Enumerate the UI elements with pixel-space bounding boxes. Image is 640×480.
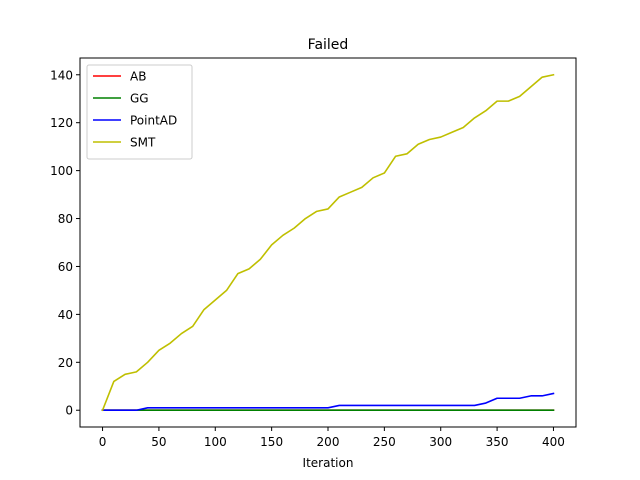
y-tick-label: 0 bbox=[65, 404, 73, 418]
y-tick-label: 20 bbox=[58, 356, 73, 370]
legend: AB GG PointAD SMT bbox=[86, 64, 193, 160]
legend-label-ab: AB bbox=[130, 70, 146, 84]
plot-area-frame bbox=[79, 57, 577, 428]
series-layer bbox=[101, 73, 555, 412]
x-tick-label: 350 bbox=[486, 435, 509, 449]
y-axis-ticks: 0 20 40 60 80 100 120 140 bbox=[50, 68, 80, 418]
x-axis-ticks: 0 50 100 150 200 250 300 350 400 bbox=[99, 427, 565, 449]
chart-title: Failed bbox=[308, 37, 349, 53]
y-tick-label: 100 bbox=[50, 164, 73, 178]
x-tick-label: 100 bbox=[204, 435, 227, 449]
y-tick-label: 120 bbox=[50, 116, 73, 130]
legend-label-pointad: PointAD bbox=[130, 114, 177, 128]
x-tick-label: 50 bbox=[151, 435, 166, 449]
legend-label-smt: SMT bbox=[130, 136, 156, 150]
series-line-smt bbox=[101, 73, 555, 412]
x-tick-label: 300 bbox=[429, 435, 452, 449]
legend-box bbox=[86, 64, 193, 160]
y-tick-label: 80 bbox=[58, 212, 73, 226]
x-tick-label: 150 bbox=[260, 435, 283, 449]
y-tick-label: 140 bbox=[50, 68, 73, 82]
x-tick-label: 0 bbox=[99, 435, 107, 449]
legend-label-gg: GG bbox=[130, 92, 149, 106]
y-tick-label: 60 bbox=[58, 260, 73, 274]
x-axis-label: Iteration bbox=[303, 456, 354, 470]
y-tick-label: 40 bbox=[58, 308, 73, 322]
x-tick-label: 200 bbox=[317, 435, 340, 449]
series-line-pointad bbox=[101, 392, 555, 412]
x-tick-label: 250 bbox=[373, 435, 396, 449]
x-tick-label: 400 bbox=[542, 435, 565, 449]
